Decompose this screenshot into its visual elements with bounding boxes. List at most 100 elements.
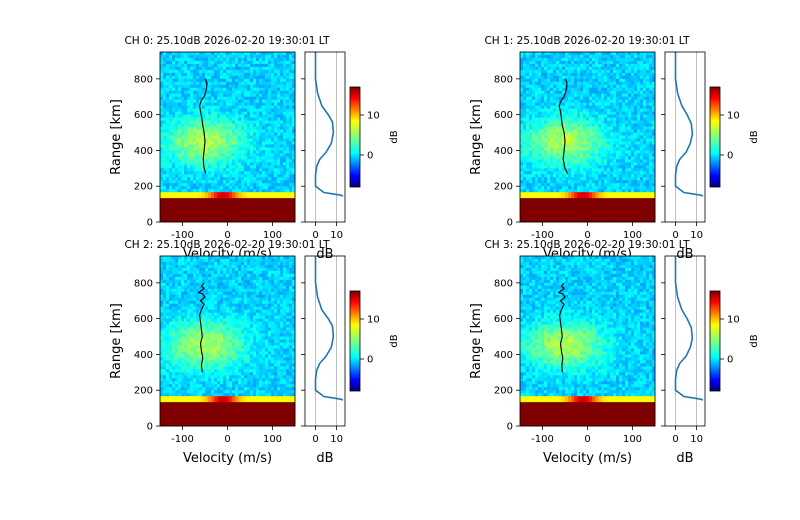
heatmap-cell bbox=[628, 81, 632, 86]
heatmap-cell bbox=[163, 192, 167, 196]
heatmap-cell bbox=[565, 69, 569, 74]
heatmap-cell bbox=[268, 207, 272, 211]
heatmap-cell bbox=[616, 177, 620, 181]
heatmap-cell bbox=[523, 174, 527, 178]
heatmap-cell bbox=[532, 75, 536, 80]
heatmap-cell bbox=[166, 81, 170, 86]
heatmap-cell bbox=[211, 96, 215, 101]
heatmap-cell bbox=[520, 52, 524, 56]
heatmap-cell bbox=[589, 87, 593, 92]
heatmap-cell bbox=[265, 138, 269, 142]
heatmap-cell bbox=[202, 66, 206, 71]
heatmap-cell bbox=[604, 120, 608, 124]
heatmap-cell bbox=[175, 168, 179, 172]
heatmap-cell bbox=[640, 144, 644, 148]
heatmap-cell bbox=[271, 96, 275, 101]
heatmap-cell bbox=[238, 120, 242, 124]
heatmap-cell bbox=[283, 120, 287, 124]
heatmap-cell bbox=[181, 93, 185, 98]
heatmap-cell bbox=[253, 153, 257, 157]
heatmap-cell bbox=[166, 159, 170, 163]
heatmap-cell bbox=[160, 57, 164, 62]
heatmap-cell bbox=[634, 99, 638, 104]
heatmap-cell bbox=[160, 72, 164, 77]
heatmap-cell bbox=[217, 66, 221, 71]
heatmap-cell bbox=[256, 117, 260, 121]
heatmap-cell bbox=[601, 135, 605, 139]
heatmap-cell bbox=[652, 153, 656, 157]
heatmap-cell bbox=[616, 126, 620, 130]
heatmap-cell bbox=[184, 147, 188, 151]
heatmap-cell bbox=[604, 72, 608, 77]
heatmap-cell bbox=[199, 78, 203, 83]
heatmap-cell bbox=[622, 108, 626, 113]
heatmap-cell bbox=[637, 183, 641, 187]
heatmap-cell bbox=[277, 75, 281, 80]
heatmap-cell bbox=[583, 72, 587, 77]
heatmap-cell bbox=[535, 156, 539, 160]
heatmap-cell bbox=[250, 54, 254, 59]
heatmap-cell bbox=[526, 147, 530, 151]
heatmap-cell bbox=[199, 120, 203, 124]
heatmap-cell bbox=[589, 180, 593, 184]
heatmap-cell bbox=[247, 126, 251, 130]
heatmap-cell bbox=[232, 87, 236, 92]
heatmap-cell bbox=[223, 87, 227, 92]
heatmap-cell bbox=[529, 123, 533, 127]
heatmap-cell bbox=[178, 141, 182, 145]
heatmap-cell bbox=[178, 102, 182, 107]
heatmap-cell bbox=[214, 66, 218, 71]
heatmap-cell bbox=[535, 78, 539, 83]
heatmap-cell bbox=[187, 171, 191, 175]
heatmap-cell bbox=[202, 81, 206, 86]
heatmap-cell bbox=[556, 159, 560, 163]
heatmap-cell bbox=[187, 78, 191, 83]
heatmap-cell bbox=[259, 216, 263, 220]
heatmap-cell bbox=[187, 102, 191, 107]
heatmap-cell bbox=[520, 144, 524, 148]
heatmap-cell bbox=[229, 159, 233, 163]
heatmap-cell bbox=[649, 72, 653, 77]
heatmap-cell bbox=[220, 144, 224, 148]
heatmap-cell bbox=[538, 90, 542, 95]
heatmap-cell bbox=[583, 126, 587, 130]
heatmap-cell bbox=[577, 204, 581, 208]
heatmap-cell bbox=[172, 126, 176, 130]
heatmap-cell bbox=[244, 180, 248, 184]
heatmap-cell bbox=[580, 135, 584, 139]
heatmap-cell bbox=[235, 192, 239, 196]
heatmap-cell bbox=[286, 105, 290, 110]
heatmap-cell bbox=[643, 72, 647, 77]
heatmap-cell bbox=[259, 123, 263, 127]
heatmap-cell bbox=[169, 153, 173, 157]
heatmap-cell bbox=[589, 81, 593, 86]
heatmap-cell bbox=[565, 57, 569, 62]
heatmap-cell bbox=[193, 52, 197, 56]
heatmap-cell bbox=[235, 132, 239, 136]
heatmap-cell bbox=[529, 156, 533, 160]
heatmap-cell bbox=[574, 150, 578, 154]
heatmap-cell bbox=[559, 72, 563, 77]
heatmap-cell bbox=[163, 132, 167, 136]
heatmap-cell bbox=[259, 75, 263, 80]
heatmap-cell bbox=[283, 78, 287, 83]
heatmap-cell bbox=[538, 207, 542, 211]
heatmap-cell bbox=[562, 186, 566, 190]
heatmap-cell bbox=[286, 57, 290, 62]
heatmap-cell bbox=[556, 81, 560, 86]
heatmap-cell bbox=[235, 162, 239, 166]
heatmap-cell bbox=[292, 180, 296, 184]
heatmap-cell bbox=[178, 174, 182, 178]
heatmap-cell bbox=[241, 105, 245, 110]
heatmap-cell bbox=[592, 192, 596, 196]
heatmap-cell bbox=[601, 195, 605, 199]
heatmap-cell bbox=[196, 159, 200, 163]
heatmap-cell bbox=[283, 57, 287, 62]
heatmap-cell bbox=[652, 165, 656, 169]
heatmap-cell bbox=[199, 219, 203, 223]
heatmap-cell bbox=[274, 213, 278, 217]
heatmap-cell bbox=[271, 174, 275, 178]
heatmap-cell bbox=[250, 180, 254, 184]
heatmap-cell bbox=[610, 132, 614, 136]
